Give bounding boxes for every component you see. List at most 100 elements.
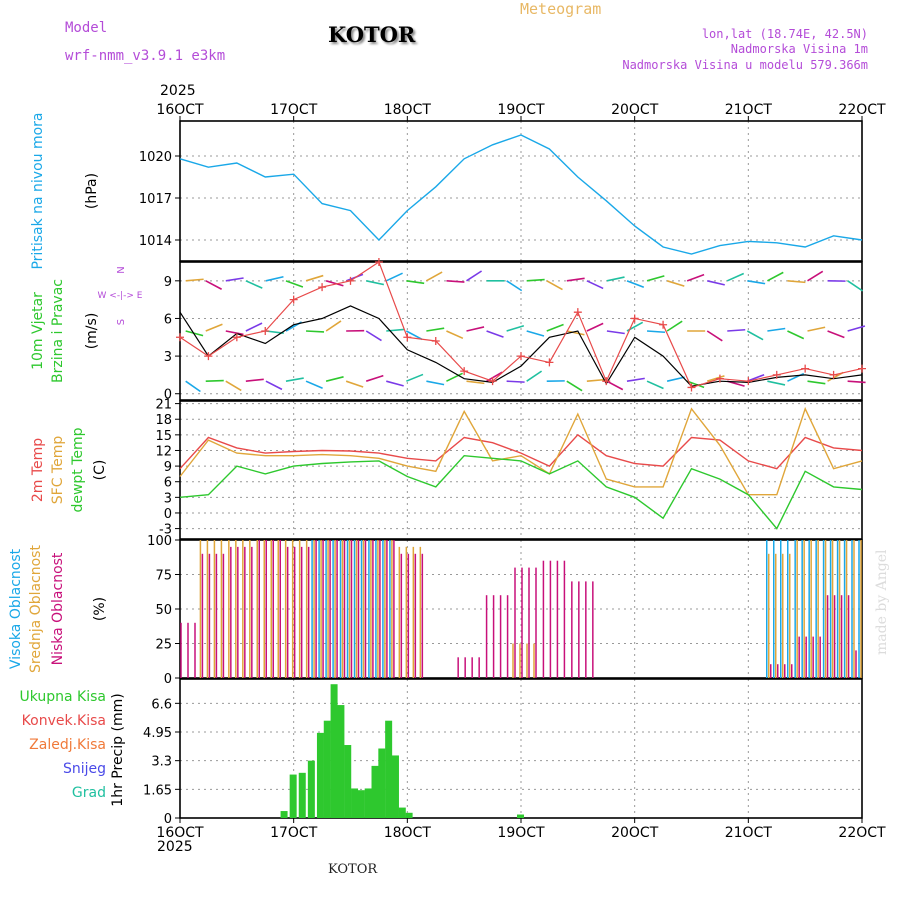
wind-gust-marker <box>431 337 440 346</box>
x-tick-label-bottom: 16OCT <box>156 825 204 841</box>
y-tick-label: 0 <box>164 507 172 522</box>
wind-arrow <box>466 380 485 385</box>
wind-gust-marker <box>858 364 866 373</box>
wind-arrow <box>706 330 723 342</box>
wind-gust-marker <box>517 352 525 361</box>
wind-arrow <box>205 280 223 290</box>
wind-arrow <box>666 320 683 332</box>
wind-gust-marker <box>630 314 639 323</box>
wind-arrow <box>446 372 463 382</box>
precip-bar <box>298 772 306 818</box>
wind-gust-marker <box>374 258 383 266</box>
wind-arrow <box>305 330 325 333</box>
wind-arrow <box>566 380 583 392</box>
x-tick-label-bottom: 17OCT <box>270 825 318 841</box>
x-tick-label-top: 16OCT <box>156 102 204 118</box>
x-tick-label-top: 21OCT <box>725 102 773 118</box>
wind-gust-marker <box>346 276 355 285</box>
wind-arrow <box>767 271 784 282</box>
cloud-axis-title-low: Niska Oblacnost <box>50 552 66 665</box>
wind-arrow <box>466 326 485 332</box>
wind-gust-marker <box>460 367 469 376</box>
x-tick-label-bottom: 22OCT <box>838 825 886 841</box>
wind-arrow <box>686 380 705 389</box>
wind-arrow <box>706 375 725 382</box>
wind-gust-marker <box>261 327 270 335</box>
y-tick-label: 6 <box>164 476 172 491</box>
panel-frame <box>179 678 863 819</box>
y-tick-label: 0 <box>164 672 172 687</box>
wind-arrow <box>727 328 746 332</box>
precip-bar <box>371 765 379 818</box>
wind-arrow <box>646 380 664 390</box>
wind-gust-marker <box>715 374 724 383</box>
wind-arrow <box>245 322 263 332</box>
wind-arrow <box>626 377 645 382</box>
y-tick-label: 9 <box>164 460 172 475</box>
precip-bar <box>344 745 352 818</box>
wind-arrow <box>526 370 543 382</box>
temp-axis-title-sfc: SFC Temp <box>50 436 66 505</box>
wind-arrow <box>325 280 344 287</box>
y-tick-label: 1014 <box>139 234 172 249</box>
model-label: Model <box>65 20 108 36</box>
station-title: KOTOR <box>328 22 416 47</box>
wind-arrow <box>406 280 425 285</box>
y-tick-label: 1.65 <box>143 783 172 798</box>
x-tick-label-bottom: 19OCT <box>497 825 545 841</box>
wind-gust-marker <box>289 295 298 304</box>
year-bottom: 2025 <box>157 839 193 855</box>
precip-bar <box>378 748 386 818</box>
precip-bar <box>330 684 338 818</box>
precip-legend-item: Snijeg <box>63 761 106 777</box>
x-tick-label-top: 22OCT <box>838 102 886 118</box>
panel-frame <box>179 261 863 401</box>
wind-arrow <box>747 373 765 382</box>
precip-bar <box>307 760 315 818</box>
temp-axis-title-dewpt: dewpt Temp <box>70 427 86 512</box>
y-tick-label: 18 <box>155 413 172 428</box>
wind-arrow <box>526 330 545 337</box>
y-tick-label: 21 <box>155 398 172 413</box>
wind-gust-marker <box>488 377 497 386</box>
wind-arrow <box>225 277 244 282</box>
wind-gust-marker <box>573 308 582 317</box>
wind-gust-marker <box>772 370 781 379</box>
wind-gust-marker <box>403 333 412 342</box>
cloud-axis-title-high: Visoka Oblacnost <box>8 548 24 669</box>
precip-bar <box>357 790 365 818</box>
pressure-line <box>179 134 863 255</box>
temp-dewpt-line <box>179 454 863 530</box>
wind-arrow <box>386 380 404 387</box>
precip-bar <box>316 732 324 818</box>
wind-arrow <box>446 330 464 340</box>
precip-legend-item: Grad <box>72 785 106 801</box>
y-tick-label: 4.95 <box>143 726 172 741</box>
y-tick-label: 6 <box>164 312 172 327</box>
precip-bar <box>517 814 524 818</box>
wind-arrow <box>466 270 483 282</box>
compass-north-label: N <box>116 266 127 273</box>
precip-bar <box>364 788 372 818</box>
wind-arrow <box>205 379 224 382</box>
precip-bar <box>391 755 399 818</box>
y-tick-label: 0 <box>164 388 172 403</box>
wind-gust-marker <box>801 364 810 373</box>
wind-arrow <box>506 280 523 292</box>
wind-arrow <box>686 273 705 282</box>
panel-frame <box>179 539 863 679</box>
wind-arrow <box>566 277 585 282</box>
model-elevation-label: Nadmorska Visina u modelu 579.366m <box>622 58 868 72</box>
wind-arrow <box>506 380 525 383</box>
wind-arrow <box>426 271 443 282</box>
y-tick-label: 9 <box>164 275 172 290</box>
panel-frame <box>179 400 863 540</box>
x-tick-label-top: 18OCT <box>384 102 432 118</box>
precip-bar <box>280 811 288 818</box>
wind-arrow <box>506 324 525 332</box>
precip-legend-item: Konvek.Kisa <box>22 713 106 729</box>
wind-arrow <box>365 330 382 342</box>
lonlat-label: lon,lat (18.74E, 42.5N) <box>701 27 868 41</box>
temp-2m-line <box>179 433 863 470</box>
wind-arrow <box>606 276 625 282</box>
